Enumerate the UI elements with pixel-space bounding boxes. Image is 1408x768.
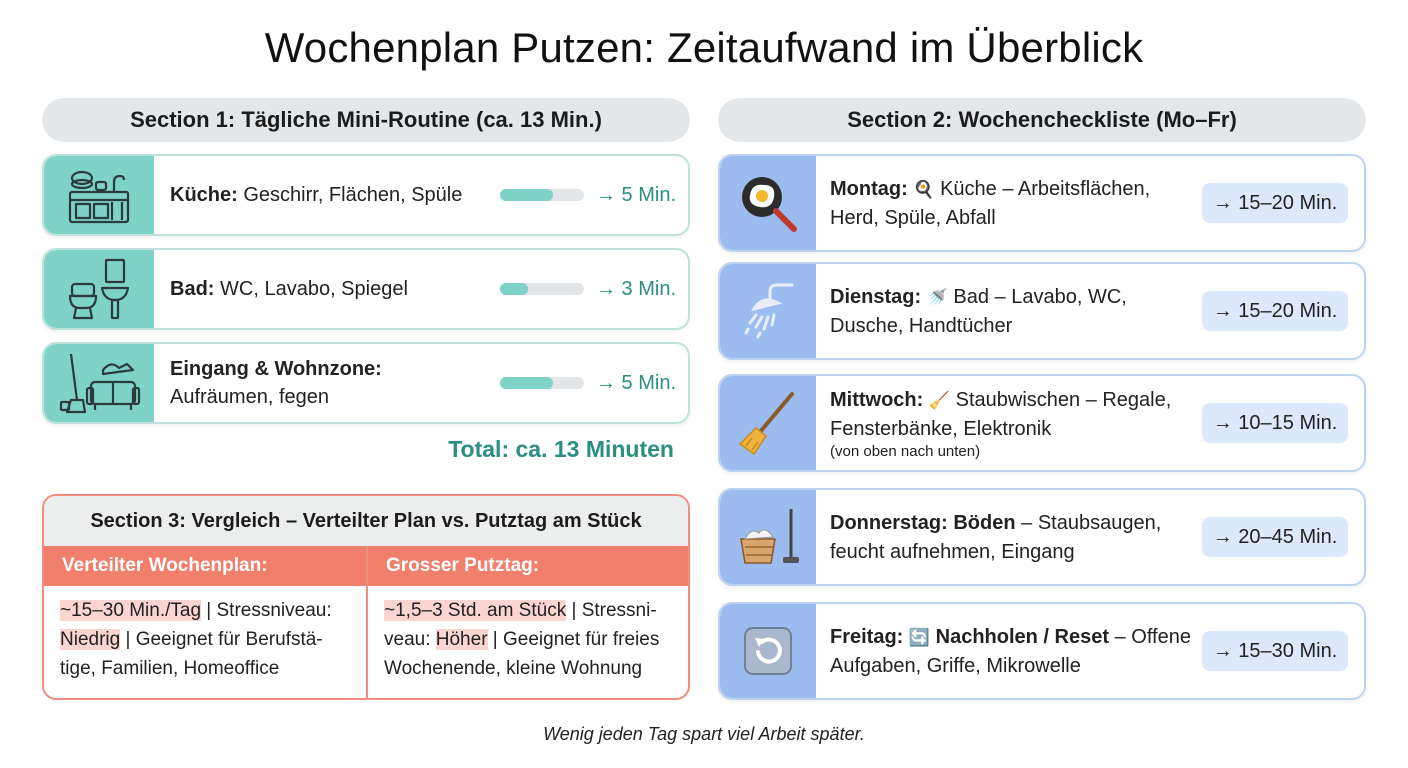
day-task: Küche – Arbeitsflächen, Herd, Spüle, Abf… [830, 177, 1151, 229]
footer-motto: Wenig jeden Tag spart viel Arbeit später… [543, 724, 865, 744]
body-text: | Stressni-veau: [384, 600, 657, 650]
day-emoji: 🔄 [908, 627, 931, 648]
highlight-text: Höher [435, 629, 488, 650]
broom-icon [720, 376, 816, 470]
day-emoji: 🍳 [913, 179, 935, 200]
time-badge: → 15–20 Min. [1202, 183, 1348, 223]
comparison-col-body: ~15–30 Min./Tag | Stressniveau: Niedrig … [44, 586, 366, 683]
comparison-col-header: Grosser Putztag: [368, 546, 688, 586]
bathroom-icon [44, 250, 154, 328]
living-room-icon [44, 344, 154, 422]
daily-desc: Geschirr, Flächen, Spüle [243, 184, 463, 206]
day-label: Freitag: [830, 625, 904, 648]
highlight-text: ~1,5–3 Std. am Stück [384, 600, 567, 621]
time-badge: → 15–20 Min. [1202, 291, 1348, 331]
comparison-table: Section 3: Vergleich – Verteilter Plan v… [42, 494, 690, 700]
progress-fill [500, 283, 528, 295]
reset-icon [720, 604, 816, 698]
day-label: Montag: [830, 177, 908, 200]
page-title: Wochenplan Putzen: Zeitaufwand im Überbl… [264, 24, 1144, 71]
daily-desc: Aufräumen, fegen [170, 386, 329, 408]
week-card-thursday: Donnerstag: Böden – Staubsaugen, feucht … [718, 488, 1366, 586]
daily-time: → 5 Min. [596, 183, 677, 206]
week-card-friday: Freitag: 🔄 Nachholen / Reset – Offene Au… [718, 602, 1366, 700]
daily-card-bathroom: Bad: WC, Lavabo, Spiegel → 3 Min. [42, 248, 690, 330]
week-card-wednesday: Mittwoch: 🧹 Staubwischen – Regale, Fenst… [718, 374, 1366, 472]
daily-label: Bad: [170, 278, 215, 300]
section1-heading: Section 1: Tägliche Mini-Routine (ca. 13… [42, 98, 690, 142]
day-task: Bad – Lavabo, WC, Dusche, Handtücher [830, 285, 1127, 337]
frying-pan-icon [720, 156, 816, 250]
highlight-text: Niedrig [60, 629, 121, 650]
progress-fill [500, 377, 553, 389]
comparison-col-body: ~1,5–3 Std. am Stück | Stressni-veau: Hö… [368, 586, 688, 683]
day-task: – Offene Aufgaben, Griffe, Mikrowelle [830, 625, 1191, 677]
day-task: Staubwischen – Regale, Fensterbänke, Ele… [830, 388, 1172, 440]
daily-time: → 5 Min. [596, 371, 677, 394]
highlight-text: ~15–30 Min./Tag [60, 600, 202, 621]
body-text: | Geeignet für freies Wochenende, kleine… [384, 629, 660, 679]
day-label: Donnerstag: [830, 511, 948, 534]
day-task-bold: Böden [953, 511, 1016, 534]
comparison-col-distributed: Verteilter Wochenplan: ~15–30 Min./Tag |… [44, 546, 366, 698]
body-text: | Geeignet für Berufstä-tige, Familien, … [60, 629, 323, 679]
progress-bar [500, 377, 584, 389]
day-emoji: 🧹 [928, 390, 951, 411]
daily-time: → 3 Min. [596, 277, 677, 300]
kitchen-icon [44, 156, 154, 234]
progress-fill [500, 189, 553, 201]
week-card-monday: Montag: 🍳 Küche – Arbeitsflächen, Herd, … [718, 154, 1366, 252]
time-badge: → 10–15 Min. [1202, 403, 1348, 443]
shower-icon [720, 264, 816, 358]
progress-bar [500, 283, 584, 295]
daily-label: Küche: [170, 184, 238, 206]
section2-heading: Section 2: Wochencheckliste (Mo–Fr) [718, 98, 1366, 142]
day-task: – Staubsaugen, feucht aufnehmen, Eingang [830, 511, 1162, 563]
laundry-mop-icon [720, 490, 816, 584]
day-task-bold: Nachholen / Reset [935, 625, 1110, 648]
daily-label: Eingang & Wohnzone: [170, 358, 382, 380]
week-card-tuesday: Dienstag: 🚿 Bad – Lavabo, WC, Dusche, Ha… [718, 262, 1366, 360]
day-label: Mittwoch: [830, 388, 924, 411]
progress-bar [500, 189, 584, 201]
body-text: | Stressniveau: [201, 600, 332, 621]
daily-desc: WC, Lavabo, Spiegel [220, 278, 408, 300]
daily-total: Total: ca. 13 Minuten [448, 436, 674, 462]
time-badge: → 15–30 Min. [1202, 631, 1348, 671]
daily-card-living: Eingang & Wohnzone: Aufräumen, fegen → 5 … [42, 342, 690, 424]
time-badge: → 20–45 Min. [1202, 517, 1348, 557]
day-note: (von oben nach unten) [830, 442, 981, 460]
daily-card-kitchen: Küche: Geschirr, Flächen, Spüle → 5 Min. [42, 154, 690, 236]
section3-heading: Section 3: Vergleich – Verteilter Plan v… [44, 496, 688, 546]
day-label: Dienstag: [830, 285, 922, 308]
day-emoji: 🚿 [926, 287, 948, 308]
comparison-col-big-day: Grosser Putztag: ~1,5–3 Std. am Stück | … [366, 546, 688, 698]
comparison-col-header: Verteilter Wochenplan: [44, 546, 366, 586]
